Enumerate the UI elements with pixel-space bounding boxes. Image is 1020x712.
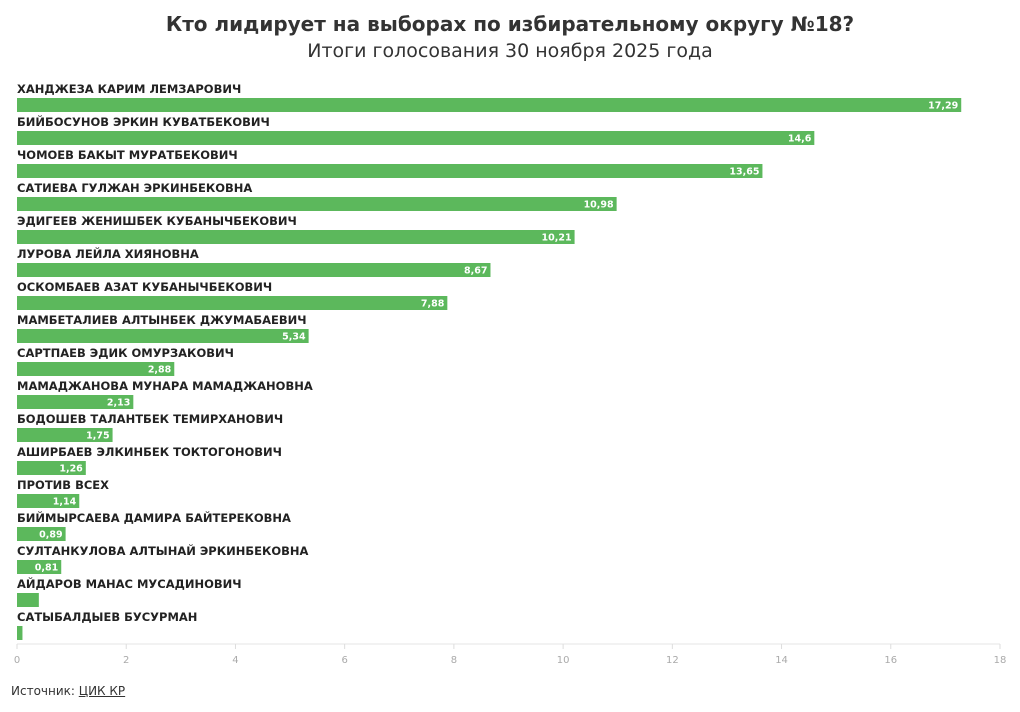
x-tick-label: 12 xyxy=(666,655,679,666)
bar xyxy=(17,329,309,343)
bar xyxy=(17,461,86,475)
x-tick-label: 0 xyxy=(14,655,20,666)
data-label: 5,34 xyxy=(282,332,306,343)
bar xyxy=(17,230,575,244)
category-label: БИЙМЫРСАЕВА ДАМИРА БАЙТЕРЕКОВНА xyxy=(17,510,291,525)
bar xyxy=(17,131,815,145)
category-label: МАМАДЖАНОВА МУНАРА МАМАДЖАНОВНА xyxy=(17,379,313,393)
data-label: 10,21 xyxy=(542,233,572,244)
category-label: ЛУРОВА ЛЕЙЛА ХИЯНОВНА xyxy=(17,246,199,261)
data-label: 7,88 xyxy=(421,299,445,310)
x-tick-label: 14 xyxy=(775,655,788,666)
bar xyxy=(17,395,134,409)
category-label: АШИРБАЕВ ЭЛКИНБЕК ТОКТОГОНОВИЧ xyxy=(17,445,282,459)
category-label: ЭДИГЕЕВ ЖЕНИШБЕК КУБАНЫЧБЕКОВИЧ xyxy=(17,214,297,228)
category-label: ЧОМОЕВ БАКЫТ МУРАТБЕКОВИЧ xyxy=(17,148,238,162)
bar xyxy=(17,197,617,211)
bar xyxy=(17,593,39,607)
category-label: САТЫБАЛДЫЕВ БУСУРМАН xyxy=(17,610,197,624)
x-tick-label: 18 xyxy=(994,655,1007,666)
bar xyxy=(17,164,763,178)
x-tick-label: 8 xyxy=(451,655,457,666)
bar xyxy=(17,626,23,640)
bar xyxy=(17,98,962,112)
bar xyxy=(17,296,448,310)
category-label: ОСКОМБАЕВ АЗАТ КУБАНЫЧБЕКОВИЧ xyxy=(17,280,272,294)
bar xyxy=(17,527,66,541)
category-label: БОДОШЕВ ТАЛАНТБЕК ТЕМИРХАНОВИЧ xyxy=(17,412,283,426)
x-tick-label: 2 xyxy=(123,655,129,666)
chart-title: Кто лидирует на выборах по избирательном… xyxy=(165,12,855,36)
bar xyxy=(17,362,175,376)
data-label: 1,14 xyxy=(53,497,77,508)
chart-subtitle: Итоги голосования 30 ноября 2025 года xyxy=(307,40,713,62)
bar xyxy=(17,494,80,508)
source-label: Источник: xyxy=(11,684,75,698)
x-tick-label: 6 xyxy=(341,655,347,666)
data-label: 1,75 xyxy=(86,431,109,442)
data-label: 8,67 xyxy=(464,266,487,277)
bar xyxy=(17,560,62,574)
x-tick-label: 4 xyxy=(232,655,238,666)
bar xyxy=(17,263,491,277)
data-label: 0,89 xyxy=(39,530,62,541)
category-label: БИЙБОСУНОВ ЭРКИН КУВАТБЕКОВИЧ xyxy=(17,114,270,129)
data-label: 10,98 xyxy=(584,200,614,211)
bar xyxy=(17,428,113,442)
category-label: МАМБЕТАЛИЕВ АЛТЫНБЕК ДЖУМАБАЕВИЧ xyxy=(17,313,307,327)
source-link[interactable]: ЦИК КР xyxy=(78,684,126,698)
data-label: 0,81 xyxy=(35,563,58,574)
x-tick-label: 10 xyxy=(557,655,570,666)
category-label: ХАНДЖЕЗА КАРИМ ЛЕМЗАРОВИЧ xyxy=(17,82,241,96)
data-label: 13,65 xyxy=(729,167,759,178)
x-tick-label: 16 xyxy=(884,655,897,666)
category-label: ПРОТИВ ВСЕХ xyxy=(17,478,109,492)
source-note: Источник: ЦИК КР xyxy=(11,684,125,698)
data-label: 2,88 xyxy=(148,365,172,376)
data-label: 14,6 xyxy=(788,134,812,145)
data-label: 17,29 xyxy=(928,101,958,112)
category-label: СУЛТАНКУЛОВА АЛТЫНАЙ ЭРКИНБЕКОВНА xyxy=(17,543,309,558)
category-label: АЙДАРОВ МАНАС МУСАДИНОВИЧ xyxy=(17,576,242,591)
category-label: САТИЕВА ГУЛЖАН ЭРКИНБЕКОВНА xyxy=(17,181,252,195)
data-label: 2,13 xyxy=(107,398,130,409)
data-label: 1,26 xyxy=(59,464,83,475)
category-label: САРТПАЕВ ЭДИК ОМУРЗАКОВИЧ xyxy=(17,346,234,360)
